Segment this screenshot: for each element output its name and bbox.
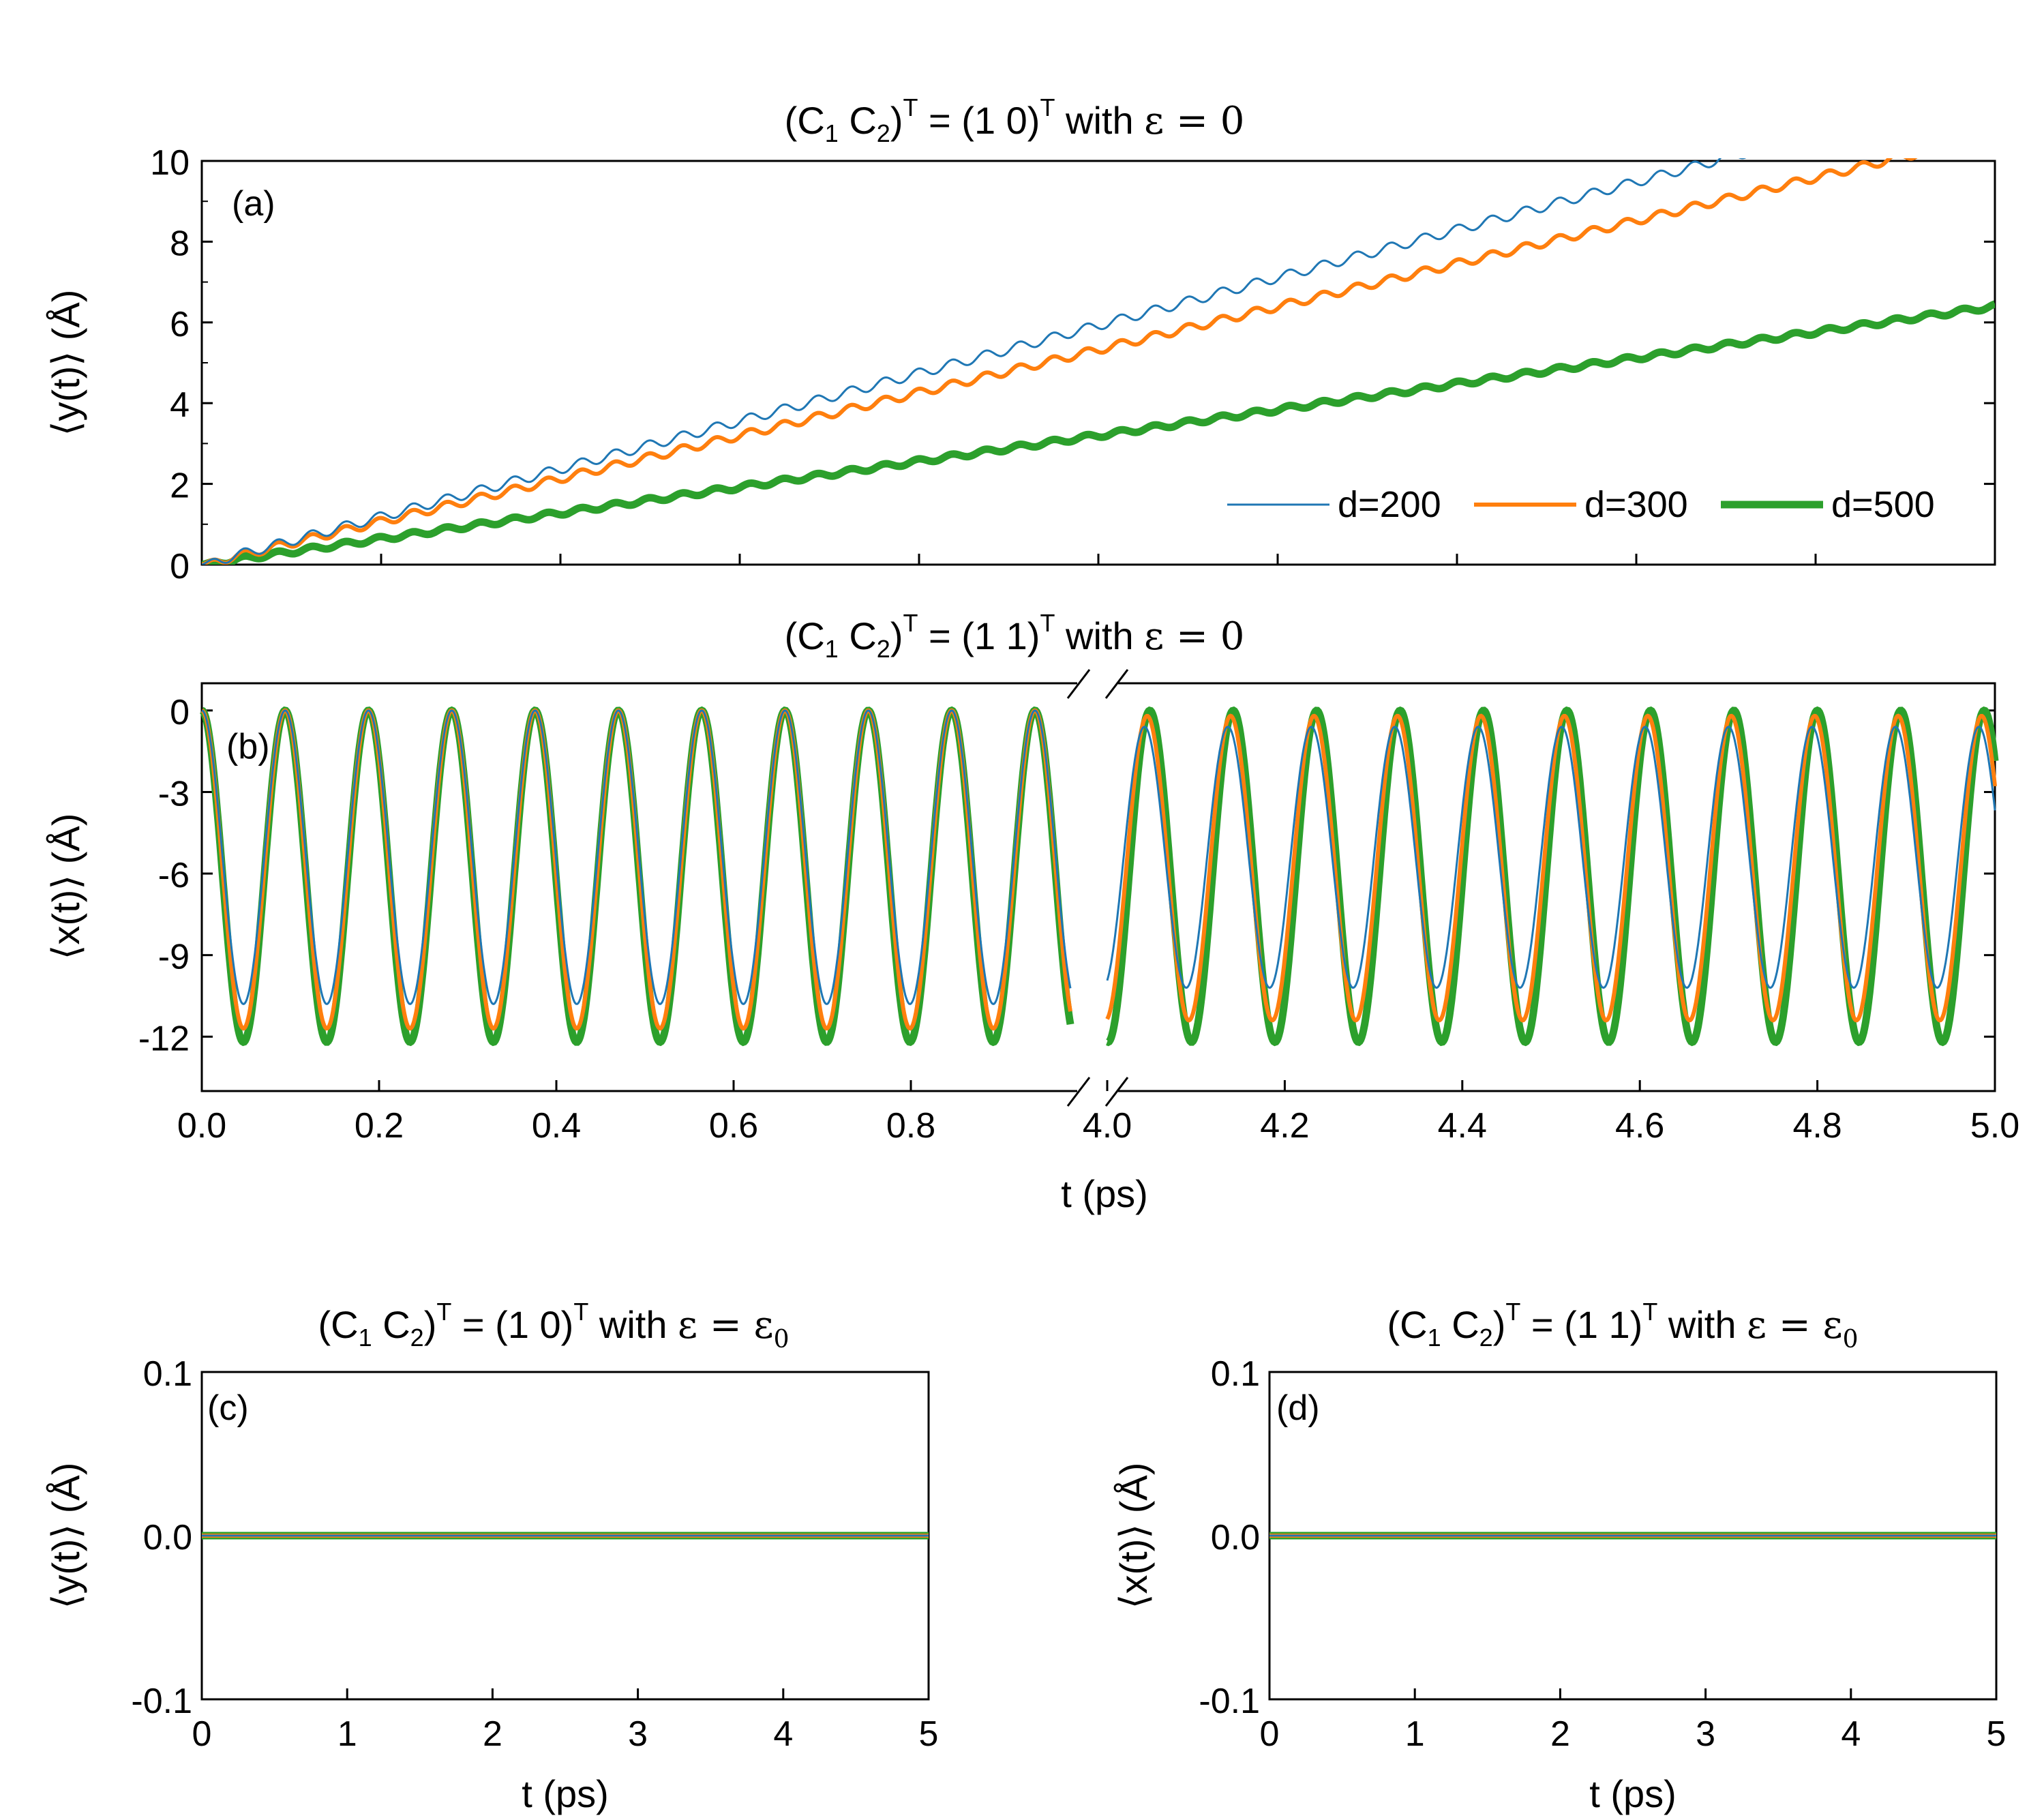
legend-label: d=200 <box>1338 484 1441 525</box>
x-tick-label: 0.4 <box>532 1106 581 1146</box>
x-tick-label: 2 <box>483 1714 502 1754</box>
x-tick-label: 0.6 <box>709 1106 758 1146</box>
y-tick-label: 0.0 <box>1211 1518 1260 1557</box>
legend-label: d=300 <box>1584 484 1688 525</box>
x-tick-label: 4 <box>773 1714 793 1754</box>
panel-d-ylabel: ⟨x(t)⟩ (Å) <box>1112 1463 1155 1609</box>
panel-d-xlabel: t (ps) <box>1589 1772 1677 1815</box>
panel-b-xlabel: t (ps) <box>1061 1172 1148 1215</box>
panel-b-label: (b) <box>226 727 270 766</box>
x-tick-label: 1 <box>337 1714 357 1754</box>
x-tick-label: 4.6 <box>1615 1106 1664 1146</box>
x-tick-label: 3 <box>628 1714 648 1754</box>
x-tick-label: 0.2 <box>355 1106 404 1146</box>
panel-c-xlabel: t (ps) <box>522 1772 609 1815</box>
x-tick-label: 4 <box>1841 1714 1861 1754</box>
panel-a: (C1 C2)T = (1 0)T with ε = 0 0 2 4 6 8 10 (a)… <box>44 93 1996 586</box>
panel-b-frame-left <box>200 682 1077 1092</box>
y-tick-label: 0.0 <box>143 1518 192 1557</box>
panel-a-title: (C1 C2)T = (1 0)T with ε = 0 <box>785 93 1245 147</box>
panel-c-ylabel: ⟨y(t)⟩ (Å) <box>44 1463 87 1609</box>
x-tick-label: 0.8 <box>886 1106 935 1146</box>
panel-d: (C1 C2)T = (1 1)T with ε = ε0 0.1 0.0 -0.1… <box>1112 1298 2006 1815</box>
y-tick-label: -0.1 <box>1199 1682 1260 1721</box>
y-tick-label: -0.1 <box>131 1682 192 1721</box>
x-tick-label: 4.2 <box>1260 1106 1309 1146</box>
x-tick-label: 0 <box>1260 1714 1280 1754</box>
panel-b-series <box>199 706 1999 1047</box>
y-tick-label: 6 <box>170 305 190 344</box>
x-tick-label: 4.8 <box>1792 1106 1842 1146</box>
panel-c: (C1 C2)T = (1 0)T with ε = ε0 0.1 0.0 -0.1… <box>44 1298 938 1815</box>
series-line-d=500 <box>202 300 1995 565</box>
panel-a-label: (a) <box>232 184 275 224</box>
panel-d-label: (d) <box>1276 1388 1320 1428</box>
panel-b-title: (C1 C2)T = (1 1)T with ε = 0 <box>785 609 1245 663</box>
x-tick-label: 1 <box>1405 1714 1425 1754</box>
legend-label: d=500 <box>1831 484 1935 525</box>
panel-b-frame-right <box>1118 682 1996 1092</box>
y-tick-label: 0.1 <box>1211 1354 1260 1394</box>
panel-d-axes: 0.1 0.0 -0.10 1 2 3 4 5 <box>1199 1354 2006 1754</box>
y-tick-label: 2 <box>170 466 190 506</box>
y-tick-label: -12 <box>138 1019 190 1058</box>
panel-d-title: (C1 C2)T = (1 1)T with ε = ε0 <box>1387 1298 1859 1354</box>
x-tick-label: 2 <box>1550 1714 1570 1754</box>
x-tick-label: 5 <box>919 1714 939 1754</box>
legend: d=200 d=300 d=500 <box>1227 484 1935 525</box>
y-tick-label: 4 <box>170 385 190 425</box>
y-tick-label: 10 <box>150 143 190 183</box>
panel-a-series <box>202 158 1995 565</box>
x-tick-label: 0 <box>192 1714 212 1754</box>
y-tick-label: 8 <box>170 224 190 263</box>
x-tick-label: 4.4 <box>1438 1106 1487 1146</box>
panel-c-axes: 0.1 0.0 -0.10 1 2 3 4 5 <box>131 1354 938 1754</box>
y-tick-label: 0.1 <box>143 1354 192 1394</box>
series-line-d=200 <box>1106 726 1996 989</box>
panel-b: (C1 C2)T = (1 1)T with ε = 0 0-3-6-9-120… <box>44 609 2019 1215</box>
panel-a-ylabel: ⟨y(t)⟩ (Å) <box>44 290 87 436</box>
axis-break-marks <box>1066 669 1129 1107</box>
series-line-d=200 <box>202 158 1747 565</box>
panel-c-label: (c) <box>207 1388 249 1428</box>
panel-a-axes: 0 2 4 6 8 10 <box>150 143 1995 586</box>
panel-c-title: (C1 C2)T = (1 0)T with ε = ε0 <box>318 1298 790 1354</box>
series-line-d=200 <box>201 709 1072 1006</box>
x-tick-label: 5.0 <box>1970 1106 2019 1146</box>
x-tick-label: 5 <box>1987 1714 2007 1754</box>
x-tick-label: 0.0 <box>177 1106 226 1146</box>
y-tick-label: -9 <box>158 938 190 977</box>
series-line-d=300 <box>202 158 1918 565</box>
x-tick-label: 4.0 <box>1083 1106 1132 1146</box>
y-tick-label: -6 <box>158 856 190 895</box>
y-tick-label: 0 <box>170 547 190 586</box>
panel-b-ylabel: ⟨x(t)⟩ (Å) <box>44 814 87 960</box>
y-tick-label: -3 <box>158 774 190 814</box>
x-tick-label: 3 <box>1696 1714 1715 1754</box>
y-tick-label: 0 <box>170 693 190 732</box>
panel-b-axes: 0 -3 -6 -9 -12 0.0 0.2 0.4 0.6 0.8 4.0 4.2 4.4 4.6 4.8… <box>138 693 2019 1146</box>
